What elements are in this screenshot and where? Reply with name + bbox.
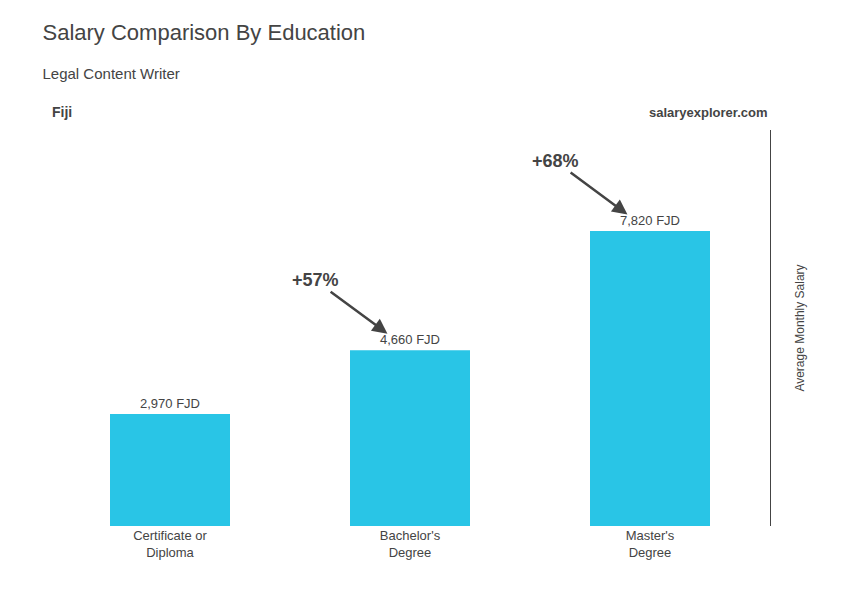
svg-text:Bachelor'sDegree: Bachelor'sDegree <box>380 528 441 560</box>
svg-text:salaryexplorer.com: salaryexplorer.com <box>649 105 768 120</box>
svg-text:Master'sDegree: Master'sDegree <box>626 528 675 560</box>
svg-text:Certificate orDiploma: Certificate orDiploma <box>133 528 207 560</box>
svg-text:2,970 FJD: 2,970 FJD <box>140 396 200 411</box>
svg-text:Salary Comparison By Education: Salary Comparison By Education <box>43 20 366 45</box>
svg-text:Legal Content Writer: Legal Content Writer <box>43 65 180 82</box>
svg-text:4,660 FJD: 4,660 FJD <box>380 332 440 347</box>
svg-text:+68%: +68% <box>532 151 579 171</box>
svg-text:7,820 FJD: 7,820 FJD <box>620 213 680 228</box>
svg-text:Fiji: Fiji <box>52 104 72 120</box>
svg-text:+57%: +57% <box>292 270 339 290</box>
svg-text:Average Monthly Salary: Average Monthly Salary <box>793 264 807 391</box>
